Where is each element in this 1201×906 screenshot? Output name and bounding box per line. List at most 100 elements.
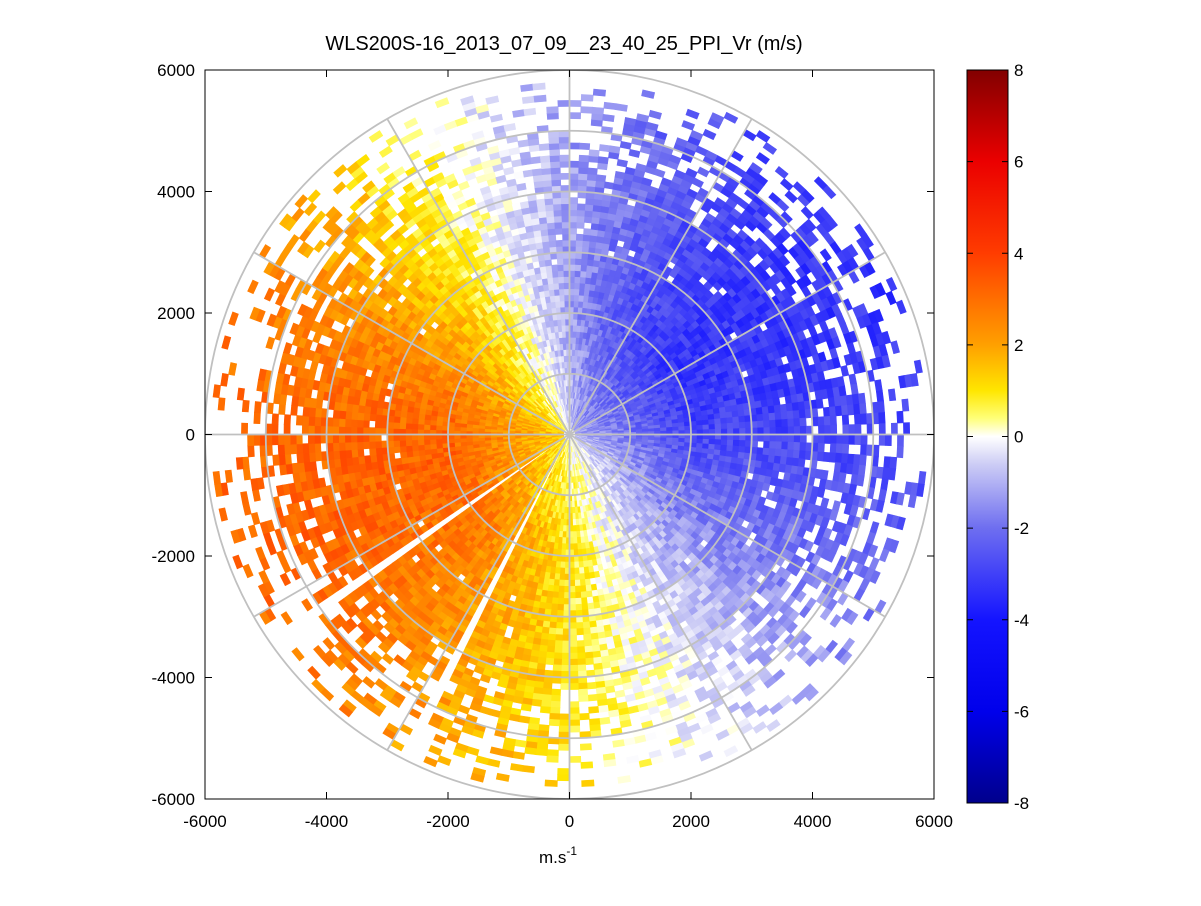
velocity-cell <box>739 446 746 453</box>
velocity-cell <box>825 435 831 444</box>
velocity-cell <box>831 435 837 444</box>
velocity-cell <box>552 592 558 599</box>
velocity-cell <box>800 418 807 426</box>
velocity-cell <box>902 399 909 411</box>
velocity-cell <box>903 423 909 435</box>
velocity-cell <box>599 145 610 152</box>
velocity-cell <box>555 635 562 641</box>
velocity-cell <box>839 473 847 484</box>
velocity-cell <box>551 604 558 611</box>
velocity-cell <box>876 391 883 403</box>
velocity-cell <box>855 424 861 434</box>
velocity-cell <box>782 442 789 450</box>
velocity-cell <box>855 435 861 445</box>
velocity-cell <box>861 435 867 445</box>
velocity-cell <box>550 713 560 720</box>
velocity-cell <box>821 470 828 480</box>
velocity-cell <box>570 629 577 635</box>
velocity-cell <box>522 765 534 772</box>
velocity-cell <box>830 444 837 454</box>
velocity-cell <box>847 454 854 464</box>
velocity-cell <box>835 453 842 463</box>
velocity-cell <box>561 665 569 671</box>
velocity-cell <box>585 204 593 211</box>
velocity-cell <box>763 448 770 455</box>
velocity-cell <box>788 427 794 435</box>
velocity-cell <box>800 443 807 451</box>
velocity-cell <box>891 423 897 434</box>
velocity-cell <box>554 574 560 580</box>
velocity-cell <box>775 449 782 457</box>
velocity-cell <box>793 450 800 458</box>
velocity-cell <box>733 440 739 446</box>
velocity-cell <box>776 420 783 428</box>
velocity-cell <box>575 258 581 264</box>
velocity-cell <box>559 744 570 750</box>
velocity-cell <box>758 428 764 435</box>
velocity-cell <box>559 726 569 732</box>
velocity-cell <box>860 445 867 456</box>
velocity-cell <box>574 295 579 301</box>
velocity-cell <box>770 427 776 434</box>
velocity-cell <box>798 459 805 468</box>
velocity-cell <box>667 427 673 431</box>
velocity-cell <box>589 706 599 713</box>
velocity-cell <box>556 622 563 628</box>
velocity-cell <box>881 479 889 491</box>
velocity-cell <box>732 411 739 418</box>
velocity-cell <box>588 694 598 701</box>
velocity-cell <box>781 412 788 420</box>
velocity-cell <box>770 435 776 442</box>
velocity-cell <box>576 234 583 241</box>
velocity-cell <box>570 635 577 641</box>
velocity-cell <box>603 114 615 121</box>
velocity-cell <box>577 659 585 666</box>
velocity-cell <box>596 175 606 182</box>
velocity-cell <box>575 586 581 592</box>
velocity-cell <box>733 417 740 423</box>
velocity-cell <box>584 573 590 580</box>
velocity-cell <box>574 562 579 568</box>
velocity-cell <box>577 641 585 648</box>
velocity-cell <box>553 659 561 666</box>
velocity-cell <box>604 182 614 189</box>
velocity-cell <box>560 568 565 574</box>
velocity-cell <box>794 418 801 426</box>
velocity-cell <box>586 198 595 205</box>
velocity-cell <box>570 623 577 629</box>
velocity-cell <box>581 259 588 266</box>
velocity-cell <box>570 204 578 210</box>
velocity-cell <box>849 425 855 435</box>
velocity-cell <box>583 622 590 629</box>
velocity-cell <box>570 198 578 204</box>
velocity-cell <box>581 592 587 599</box>
velocity-cell <box>578 173 587 180</box>
velocity-cell <box>776 427 782 434</box>
velocity-cell <box>557 775 569 781</box>
velocity-cell <box>515 740 527 748</box>
velocity-cell <box>799 410 806 419</box>
velocity-cell <box>858 393 865 404</box>
velocity-cell <box>823 407 830 417</box>
velocity-cell <box>570 726 580 732</box>
velocity-cell <box>592 107 604 114</box>
velocity-cell <box>727 440 733 446</box>
velocity-cell <box>715 419 722 425</box>
velocity-cell <box>562 635 569 641</box>
velocity-cell <box>562 647 570 653</box>
velocity-cell <box>879 435 885 446</box>
velocity-cell <box>918 471 926 484</box>
velocity-cell <box>583 628 590 635</box>
velocity-cell <box>709 424 715 429</box>
velocity-cell <box>563 623 570 629</box>
velocity-cell <box>758 435 764 442</box>
velocity-cell <box>585 652 593 659</box>
velocity-cell <box>584 229 592 236</box>
velocity-cell <box>576 240 583 246</box>
velocity-cell <box>559 574 564 580</box>
velocity-cell <box>727 417 734 423</box>
velocity-cell <box>570 100 582 106</box>
velocity-cell <box>545 780 558 787</box>
velocity-cell <box>570 258 576 264</box>
velocity-cell <box>756 407 763 414</box>
